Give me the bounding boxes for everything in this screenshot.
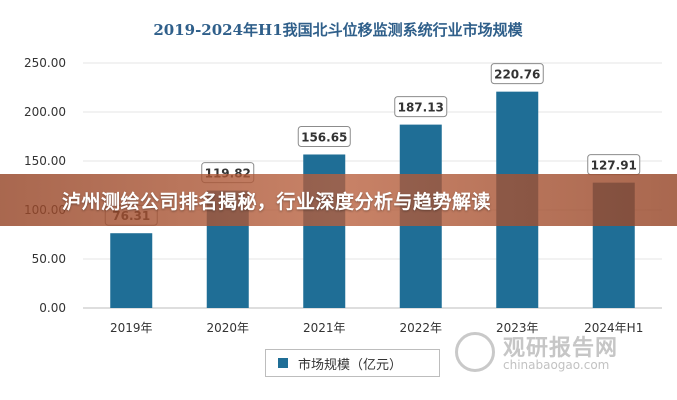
data-label: 127.91 [591, 159, 637, 173]
x-tick-label: 2020年 [206, 321, 249, 335]
headline-banner: 泸州测绘公司排名揭秘，行业深度分析与趋势解读 [0, 174, 677, 226]
chart-legend: 市场规模（亿元） [265, 349, 440, 377]
data-label: 187.13 [398, 101, 444, 115]
x-tick-label: 2022年 [399, 321, 442, 335]
x-axis-ticks: 2019年 2020年 2021年 2022年 2023年 2024年H1 [110, 321, 643, 335]
data-label-box [490, 63, 544, 85]
legend-swatch [278, 358, 288, 368]
y-tick-label: 50.00 [32, 252, 66, 266]
y-tick-label: 0.00 [39, 301, 66, 315]
watermark-title: 观研报告网 [503, 336, 619, 361]
x-tick-label: 2021年 [303, 321, 346, 335]
headline-text: 泸州测绘公司排名揭秘，行业深度分析与趋势解读 [62, 190, 492, 213]
data-label-box [394, 96, 448, 118]
globe-icon [455, 332, 495, 372]
x-tick-label: 2019年 [110, 321, 153, 335]
chart-title: 2019-2024年H1我国北斗位移监测系统行业市场规模 [153, 21, 523, 39]
x-tick-label: 2024年H1 [584, 321, 643, 335]
legend-label: 市场规模（亿元） [298, 357, 403, 373]
data-label: 220.76 [494, 68, 540, 82]
y-tick-label: 200.00 [24, 105, 66, 119]
bar [110, 233, 153, 308]
y-tick-label: 250.00 [24, 56, 66, 70]
watermark-url: chinabaogao.com [503, 358, 610, 372]
watermark: 观研报告网 chinabaogao.com [455, 330, 665, 380]
y-tick-label: 150.00 [24, 154, 66, 168]
data-label: 156.65 [301, 130, 347, 144]
x-tick-label: 2023年 [496, 321, 539, 335]
data-label-box [297, 125, 351, 147]
